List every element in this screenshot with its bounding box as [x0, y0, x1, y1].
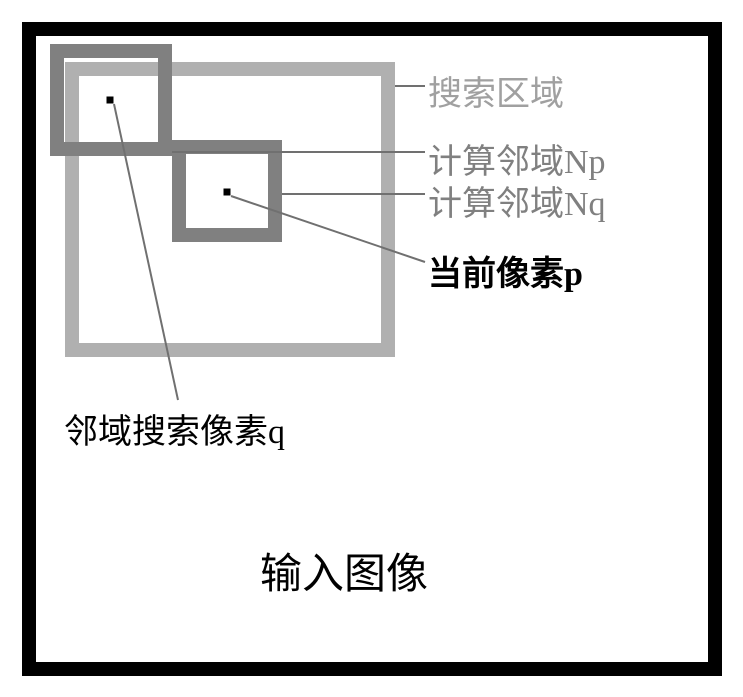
label-search-area: 搜索区域 [428, 66, 564, 115]
label-pixel-q: 邻域搜索像素q [64, 404, 285, 453]
label-input-image: 输入图像 [260, 540, 428, 601]
label-nq: 计算邻域Nq [428, 176, 606, 225]
label-pixel-p: 当前像素p [428, 246, 583, 295]
